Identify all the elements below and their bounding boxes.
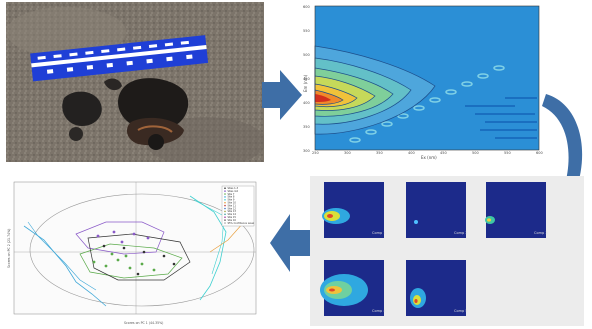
heatmap-y-tick: 400 (303, 101, 310, 105)
legend-marker (224, 204, 226, 207)
component-label: Comp 3 (534, 231, 548, 235)
legend-entry: Site 15 (228, 216, 237, 219)
heatmap-xlabel: Ex (nm) (421, 155, 437, 160)
heatmap-ylabel: Em (nm) (303, 74, 308, 92)
legend-entry: Site 8 (228, 196, 235, 199)
component-map: Comp 1 (322, 182, 386, 238)
heatmap-x-tick: 600 (536, 151, 543, 155)
legend-entry: Sites 1-3 (228, 187, 239, 190)
component-label: Comp 5 (454, 309, 468, 313)
legend-marker (224, 216, 226, 218)
right-arrow-icon (262, 68, 302, 127)
legend-marker (224, 187, 226, 189)
legend-marker (224, 199, 226, 201)
sample-clumps (62, 78, 189, 150)
sample-photo (6, 2, 264, 162)
pca-scores-plot: Sites 1-3 Sites 4-6 Site 7 Site 8 Site 9 Site… (6, 178, 264, 327)
component-map: Comp 2 (406, 182, 468, 238)
heatmap-y-tick: 450 (303, 77, 310, 81)
legend-entry: Site 16 (228, 219, 237, 222)
pca-ylabel: Scores on PC 2 (21.74%) (7, 229, 11, 268)
legend-entry: Sites 4-6 (228, 190, 239, 193)
legend-marker (224, 213, 226, 216)
heatmap-y-tick: 300 (303, 149, 310, 153)
component-map: Comp 3 (485, 182, 548, 238)
legend-entry: Site 14 (228, 213, 237, 216)
legend-marker (224, 207, 226, 210)
component-label: Comp 1 (372, 231, 386, 235)
component-map: Comp 4 (320, 260, 386, 316)
heatmap-x-tick: 400 (408, 151, 415, 155)
heatmap-y-tick: 550 (303, 29, 310, 33)
heatmap-x-tick: 300 (344, 151, 351, 155)
component-map: Comp 5 (406, 260, 468, 316)
heatmap-x-tick: 500 (472, 151, 479, 155)
component-grid: Comp 1 Comp 2 Comp 3 Comp 4 (310, 176, 584, 326)
heatmap-y-tick: 600 (303, 5, 310, 9)
legend-marker (224, 201, 226, 204)
eem-heatmap: Em (nm) Ex (nm) 250 300 350 400 450 500 550 600… (303, 2, 543, 162)
scale-card (30, 35, 209, 82)
component-label: Comp 2 (454, 231, 468, 235)
component-label: Comp 4 (372, 309, 386, 313)
legend-marker (224, 190, 226, 192)
heatmap-x-tick: 450 (440, 151, 447, 155)
legend-entry: 95% Confidence Level (228, 222, 255, 225)
heatmap-y-tick: 350 (303, 125, 310, 129)
legend-marker (224, 210, 226, 213)
legend-entry: Site 9 (228, 199, 235, 202)
legend-marker (224, 219, 226, 221)
left-arrow-icon (270, 212, 310, 279)
legend-entry: Site 10 (228, 202, 237, 205)
heatmap-x-tick: 550 (504, 151, 511, 155)
heatmap-x-tick: 350 (376, 151, 383, 155)
legend-entry: Site 13 (228, 210, 237, 213)
legend-marker (224, 193, 226, 195)
legend-marker (224, 222, 226, 224)
legend-entry: Site 11 (228, 204, 237, 207)
legend-marker (224, 196, 226, 198)
pca-xlabel: Scores on PC 1 (44.35%) (124, 321, 163, 325)
legend-entry: Site 12 (228, 207, 237, 210)
heatmap-x-tick: 250 (312, 151, 319, 155)
legend-entry: Site 7 (228, 193, 235, 196)
heatmap-y-tick: 500 (303, 53, 310, 57)
